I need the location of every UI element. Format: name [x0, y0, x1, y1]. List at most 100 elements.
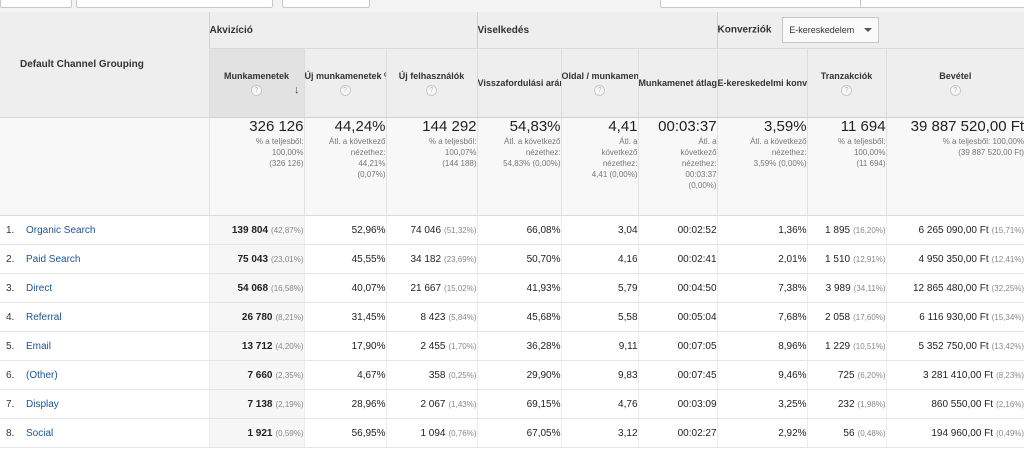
toolbar-button[interactable]: [282, 0, 370, 8]
cell-value: 5,58: [618, 311, 638, 323]
cell-value: 6 116 930,00 Ft: [919, 311, 989, 323]
channel-link[interactable]: (Other): [26, 369, 58, 381]
cell-sessions: 1 921 (0,59%): [208, 418, 304, 448]
table-row: 7. Display 7 138 (2,19%) 28,96% 2 067 (1,43%) 6…: [0, 389, 1024, 419]
view-toggle[interactable]: [860, 0, 1024, 8]
cell-conversion-rate: 7,38%: [716, 273, 808, 303]
cell-value: 7,38%: [778, 282, 807, 294]
cell-sessions: 75 043 (23,01%): [208, 244, 304, 274]
toolbar-button[interactable]: [660, 0, 862, 8]
cell-value: 67,05%: [526, 427, 561, 439]
row-rank: 3.: [6, 282, 15, 294]
cell-percent: (0,49%): [996, 428, 1024, 438]
cell-value: 3 989: [825, 282, 851, 294]
cell-value: 2 455: [420, 340, 446, 352]
cell-percent: (1,98%): [857, 399, 886, 409]
col-label: Új felhasználók: [398, 71, 465, 81]
cell-value: 7 138: [247, 398, 273, 410]
table-row: 3. Direct 54 068 (16,58%) 40,07% 21 667 (15,02…: [0, 273, 1024, 303]
cell-value: 17,90%: [351, 340, 386, 352]
cell-value: 00:04:50: [677, 282, 717, 294]
cell-value: 52,96%: [351, 224, 386, 236]
cell-conversion-rate: 9,46%: [716, 360, 808, 390]
cell-avg-session-duration: 00:05:04: [637, 302, 718, 332]
cell-percent: (16,20%): [853, 225, 886, 235]
channel-cell: 6. (Other): [0, 360, 209, 390]
conversions-dropdown[interactable]: E-kereskedelem: [782, 17, 880, 43]
cell-percent: (32,25%): [991, 283, 1024, 293]
col-header-conversion-rate[interactable]: E-kereskedelmi konverziós arány?: [716, 48, 808, 118]
cell-percent: (2,19%): [275, 399, 304, 409]
row-rank: 8.: [6, 427, 15, 439]
cell-conversion-rate: 3,25%: [716, 389, 808, 419]
cell-value: 36,28%: [526, 340, 561, 352]
channel-link[interactable]: Email: [26, 340, 52, 352]
cell-pages-per-session: 3,04: [560, 215, 639, 245]
question-icon[interactable]: ?: [426, 85, 437, 96]
question-icon[interactable]: ?: [251, 85, 262, 96]
cell-new-users: 74 046 (51,32%): [385, 215, 478, 245]
cell-percent: (15,34%): [991, 312, 1024, 322]
cell-value: 7,68%: [778, 311, 807, 323]
channel-link[interactable]: Direct: [26, 282, 53, 294]
cell-value: 3 281 410,00 Ft: [923, 369, 994, 381]
cell-value: 21 667: [410, 282, 442, 294]
conversions-label: Konverziók: [717, 24, 772, 36]
col-header-pages-per-session[interactable]: Oldal / munkamenet?: [560, 48, 639, 118]
question-icon[interactable]: ?: [949, 85, 961, 96]
cell-revenue: 4 950 350,00 Ft (12,41%): [885, 244, 1024, 274]
question-icon[interactable]: ?: [841, 85, 853, 96]
channel-link[interactable]: Referral: [26, 311, 62, 323]
cell-value: 56: [843, 427, 855, 439]
col-header-bounce-rate[interactable]: Visszafordulási arány?: [476, 48, 562, 118]
cell-value: 3,12: [618, 427, 638, 439]
cell-new-sessions-pct: 31,45%: [303, 302, 386, 332]
col-label: E-kereskedelmi konverziós arány: [717, 77, 808, 88]
cell-value: 28,96%: [351, 398, 386, 410]
col-header-avg-session-duration[interactable]: Munkamenet átlagos hossza?: [637, 48, 718, 118]
cell-conversion-rate: 8,96%: [716, 331, 808, 361]
cell-value: 34 182: [410, 253, 442, 265]
cell-transactions: 232 (1,98%): [806, 389, 887, 419]
dimension-header[interactable]: Default Channel Grouping: [0, 12, 209, 118]
toolbar-button[interactable]: [0, 0, 72, 8]
cell-pages-per-session: 3,12: [560, 418, 639, 448]
col-header-new-users[interactable]: Új felhasználók?: [385, 48, 478, 118]
cell-value: 232: [837, 398, 855, 410]
col-header-revenue[interactable]: Bevétel?: [885, 48, 1024, 118]
channel-link[interactable]: Paid Search: [26, 253, 81, 265]
cell-transactions: 1 895 (16,20%): [806, 215, 887, 245]
cell-value: 3,04: [618, 224, 638, 236]
cell-new-users: 34 182 (23,69%): [385, 244, 478, 274]
cell-conversion-rate: 2,01%: [716, 244, 808, 274]
question-icon[interactable]: ?: [594, 85, 606, 96]
col-header-sessions[interactable]: Munkamenetek? ↓: [208, 48, 304, 118]
cell-transactions: 725 (6,20%): [806, 360, 887, 390]
cell-new-users: 358 (0,25%): [385, 360, 478, 390]
cell-value: 1 895: [825, 224, 851, 236]
toolbar-button[interactable]: [76, 0, 273, 8]
question-icon[interactable]: ?: [339, 85, 351, 96]
cell-conversion-rate: 1,36%: [716, 215, 808, 245]
col-header-new-sessions-pct[interactable]: Új munkamenetek %-os aránya?: [303, 48, 386, 118]
table-row: 1. Organic Search 139 804 (42,87%) 52,96% 74 …: [0, 215, 1024, 245]
cell-value: 31,45%: [351, 311, 386, 323]
cell-percent: (2,35%): [275, 370, 304, 380]
channel-link[interactable]: Organic Search: [26, 224, 96, 236]
cell-avg-session-duration: 00:07:05: [637, 331, 718, 361]
cell-new-sessions-pct: 4,67%: [303, 360, 386, 390]
arrow-down-icon[interactable]: ↓: [294, 84, 300, 96]
channel-link[interactable]: Social: [26, 427, 54, 439]
cell-percent: (16,58%): [271, 283, 304, 293]
total-transactions: 11 694% a teljesből: 100,00% (11 694): [806, 117, 887, 216]
cell-pages-per-session: 4,16: [560, 244, 639, 274]
col-header-transactions[interactable]: Tranzakciók?: [806, 48, 887, 118]
cell-value: 6 265 090,00 Ft: [918, 224, 989, 236]
cell-sessions: 26 780 (8,21%): [208, 302, 304, 332]
channel-cell: 3. Direct: [0, 273, 209, 303]
channel-link[interactable]: Display: [26, 398, 59, 410]
cell-percent: (10,51%): [853, 341, 886, 351]
cell-value: 860 550,00 Ft: [931, 398, 994, 410]
cell-value: 2 067: [420, 398, 446, 410]
cell-value: 00:02:27: [677, 427, 717, 439]
